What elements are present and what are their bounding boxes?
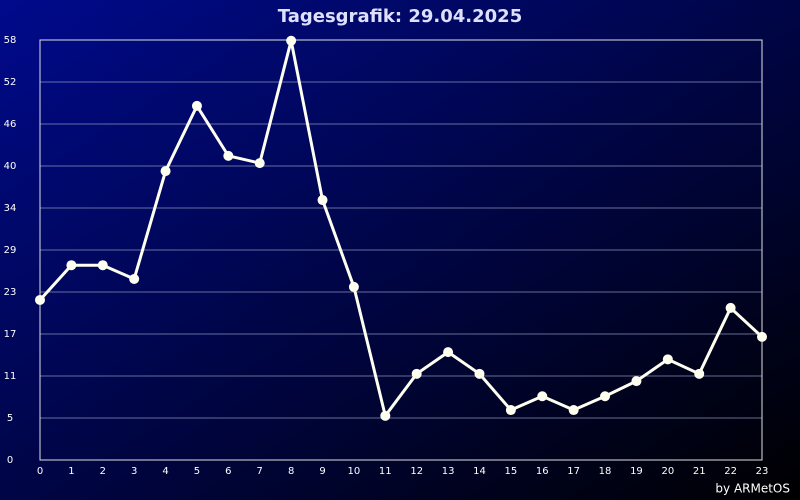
x-tick-label: 14 (473, 466, 486, 477)
point (286, 35, 297, 46)
x-tick-label: 9 (319, 466, 325, 477)
y-tick-label: 23 (4, 287, 17, 298)
x-tick-label: 18 (599, 466, 612, 477)
y-tick-label: 58 (4, 35, 17, 46)
x-tick-label: 22 (724, 466, 737, 477)
point (600, 391, 611, 402)
point (160, 166, 171, 177)
point (317, 195, 328, 206)
point (662, 354, 673, 365)
y-tick-label: 34 (4, 203, 17, 214)
x-tick-label: 4 (162, 466, 168, 477)
point (537, 391, 548, 402)
plot-border (39, 39, 763, 461)
point (631, 376, 642, 387)
x-tick-label: 16 (536, 466, 549, 477)
y-tick-label: 46 (4, 119, 17, 130)
point (411, 368, 422, 379)
point (443, 347, 454, 358)
point (97, 260, 108, 271)
x-tick-label: 13 (442, 466, 455, 477)
credit: by ARMetOS (715, 482, 790, 496)
point (35, 294, 45, 305)
y-tick-label: 52 (4, 77, 17, 88)
x-tick-label: 3 (131, 466, 137, 477)
x-tick-label: 6 (225, 466, 231, 477)
x-tick-label: 7 (257, 466, 263, 477)
x-tick-label: 5 (194, 466, 200, 477)
point (757, 331, 767, 342)
y-tick-label: 11 (4, 371, 17, 382)
point (254, 158, 265, 169)
x-tick-label: 20 (661, 466, 674, 477)
y-tick-label: 29 (4, 245, 17, 256)
y-tick-label: 0 (7, 455, 13, 466)
point (66, 260, 77, 271)
y-tick-label: 40 (4, 161, 17, 172)
point (223, 150, 234, 161)
line (38, 40, 764, 420)
y-tick-label: 17 (4, 329, 17, 340)
x-tick-label: 2 (100, 466, 106, 477)
x-tick-label: 23 (756, 466, 769, 477)
x-tick-label: 12 (410, 466, 423, 477)
x-tick-label: 11 (379, 466, 392, 477)
point (129, 273, 140, 284)
point (505, 405, 516, 416)
x-tick-label: 19 (630, 466, 643, 477)
x-tick-label: 8 (288, 466, 294, 477)
x-tick-label: 17 (567, 466, 580, 477)
x-tick-label: 0 (37, 466, 43, 477)
point (568, 405, 579, 416)
point (694, 368, 705, 379)
point (474, 368, 485, 379)
y-tick-label: 5 (7, 413, 13, 424)
point (191, 100, 202, 111)
point (725, 302, 736, 313)
x-tick-label: 10 (348, 466, 361, 477)
point (380, 410, 391, 421)
point (348, 281, 359, 292)
chart-title: Tagesgrafik: 29.04.2025 (278, 6, 522, 27)
x-tick-label: 15 (505, 466, 518, 477)
x-tick-label: 1 (68, 466, 74, 477)
x-tick-label: 21 (693, 466, 706, 477)
